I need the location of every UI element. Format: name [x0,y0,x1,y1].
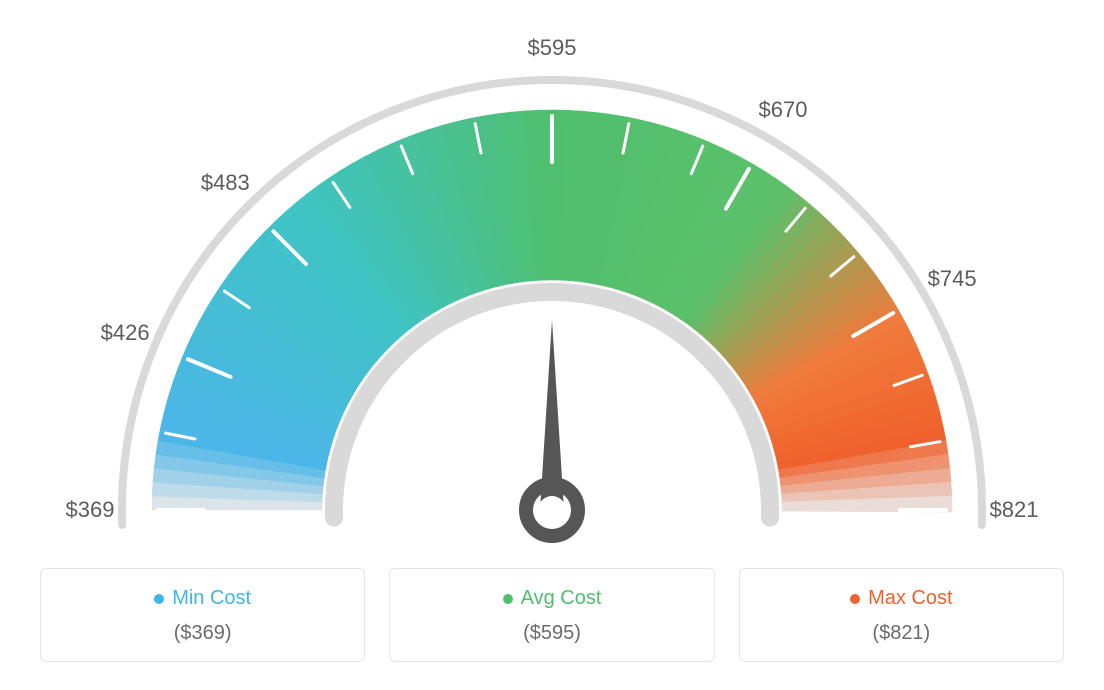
gauge-tick-label: $369 [66,497,115,523]
legend-label-avg-text: Avg Cost [521,587,602,610]
legend-card-max: Max Cost ($821) [739,568,1064,662]
legend-card-avg: Avg Cost ($595) [389,568,714,662]
legend-label-min-text: Min Cost [172,587,251,610]
legend-value-min: ($369) [51,622,354,645]
gauge-chart: $369 $426 $483 $595 $670 $745 $821 [0,0,1104,560]
cost-gauge-widget: $369 $426 $483 $595 $670 $745 $821 Min Cost ($… [0,0,1104,690]
gauge-tick-label: $670 [759,97,808,123]
gauge-tick-label: $483 [201,170,250,196]
legend-row: Min Cost ($369) Avg Cost ($595) Max Cost… [40,568,1064,662]
gauge-tick-label: $745 [928,266,977,292]
legend-dot-avg [503,594,513,604]
legend-label-max-text: Max Cost [868,587,952,610]
legend-card-min: Min Cost ($369) [40,568,365,662]
legend-label-max: Max Cost [850,587,952,610]
legend-value-max: ($821) [750,622,1053,645]
legend-dot-min [154,594,164,604]
legend-value-avg: ($595) [400,622,703,645]
legend-label-avg: Avg Cost [503,587,602,610]
gauge-tick-label: $426 [101,320,150,346]
gauge-tick-label: $821 [990,497,1039,523]
gauge-tick-label: $595 [528,35,577,61]
legend-dot-max [850,594,860,604]
legend-label-min: Min Cost [154,587,251,610]
